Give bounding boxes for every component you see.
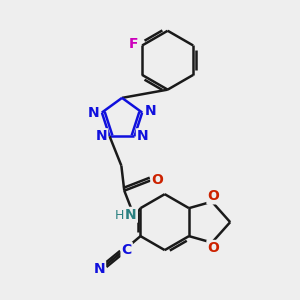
Text: N: N <box>145 104 156 118</box>
Text: C: C <box>122 243 132 257</box>
Text: N: N <box>88 106 99 119</box>
Text: O: O <box>207 241 219 255</box>
Text: O: O <box>151 173 163 188</box>
Text: F: F <box>129 37 139 51</box>
Text: N: N <box>95 129 107 143</box>
Text: N: N <box>94 262 105 275</box>
Text: N: N <box>125 208 137 222</box>
Text: O: O <box>207 189 219 203</box>
Text: N: N <box>137 129 148 143</box>
Text: H: H <box>115 209 124 222</box>
